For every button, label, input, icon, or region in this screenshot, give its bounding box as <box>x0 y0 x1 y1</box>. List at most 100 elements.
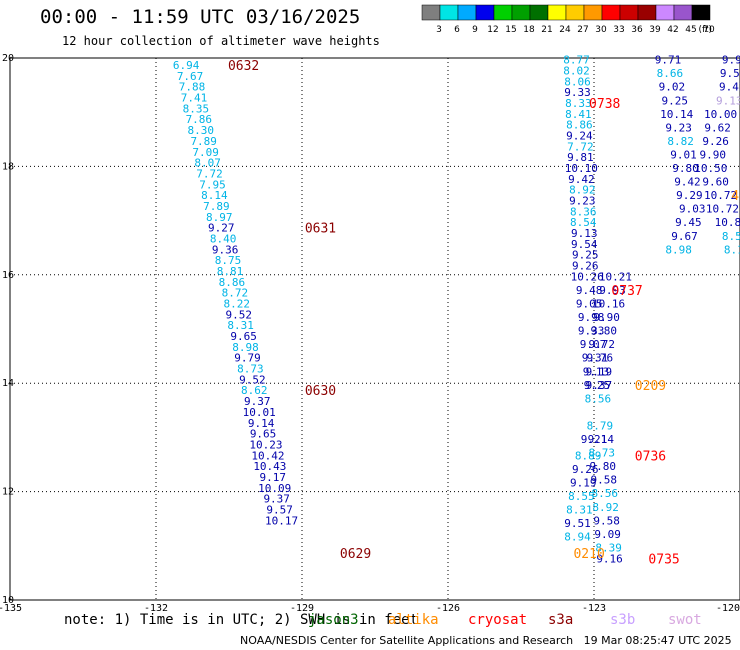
wave-height-value: 8.40 <box>210 232 237 245</box>
wave-height-value: 10.21 <box>599 270 632 283</box>
wave-height-value: 6.94 <box>173 59 200 72</box>
wave-height-value: 8.73 <box>237 363 264 376</box>
pass-time-label: 0737 <box>611 284 642 299</box>
wave-height-value: 8.81 <box>217 265 244 278</box>
wave-height-value: 9.37 <box>263 493 290 506</box>
colorbar-swatch <box>493 4 513 21</box>
wave-height-value: 9.36 <box>212 243 239 256</box>
wave-height-value: 9.65 <box>250 428 277 441</box>
wave-height-value: 9.37 <box>586 379 613 392</box>
wave-height-value: 8.98 <box>232 341 259 354</box>
wave-height-value: 10.17 <box>265 514 298 527</box>
satellite-legend-swot: swot <box>668 612 702 628</box>
wave-height-value: 7.41 <box>181 92 208 105</box>
colorbar-swatch <box>691 4 711 21</box>
wave-height-value: 8.98 <box>665 243 692 256</box>
wave-height-value: 8.72 <box>222 287 249 300</box>
satellite-legend-s3b: s3b <box>610 612 636 628</box>
wave-height-value: 8.56 <box>591 487 618 500</box>
colorbar-unit: (ft) <box>698 25 712 35</box>
colorbar-tick-label: 39 <box>649 25 661 35</box>
chart-title: 00:00 - 11:59 UTC 03/16/2025 <box>40 6 361 28</box>
pass-time-label: 0209 <box>635 379 666 394</box>
wave-height-value: 9.13 <box>583 365 610 378</box>
wave-height-value: 10.16 <box>592 298 625 311</box>
wave-height-value: 8.56 <box>585 392 612 405</box>
colorbar-swatch <box>457 4 477 21</box>
wave-height-value: 9.33 <box>564 86 591 99</box>
wave-height-value: 9.23 <box>569 195 596 208</box>
wave-height-value: 9.71 <box>655 54 682 67</box>
wave-height-value: 10.26 <box>571 270 604 283</box>
wave-height-value: 9.54 <box>571 238 598 251</box>
colorbar-swatch <box>511 4 531 21</box>
colorbar-tick-label: 3 <box>436 25 442 35</box>
colorbar-swatch <box>619 4 639 21</box>
wave-height-value: 9.58 <box>593 514 620 527</box>
colorbar-tick-label: 21 <box>541 25 552 35</box>
wave-height-value: 8.92 <box>592 501 619 514</box>
colorbar-tick-label: 9 <box>472 25 478 35</box>
wave-height-value: 9.58 <box>590 474 617 487</box>
wave-height-value: 8.17 <box>724 243 740 256</box>
wave-height-value: 10.43 <box>253 460 286 473</box>
wave-height-value: 7.89 <box>203 200 230 213</box>
wave-height-value: 9.26 <box>572 260 599 273</box>
wave-height-value: 9.80 <box>590 325 617 338</box>
wave-height-value: 9.19 <box>586 365 613 378</box>
wave-height-value: 8.30 <box>188 124 215 137</box>
colorbar-swatch <box>565 4 585 21</box>
wave-height-value: 9.60 <box>702 176 729 189</box>
wave-height-value: 10.42 <box>251 449 284 462</box>
pass-time-label: 0630 <box>305 384 336 399</box>
colorbar-tick-label: 18 <box>523 25 535 35</box>
x-tick-label: -126 <box>436 603 460 614</box>
wave-height-value: 9.52 <box>720 67 740 80</box>
wave-height-value: 8.02 <box>563 64 590 77</box>
wave-height-value: 8.89 <box>575 449 602 462</box>
colorbar-legend: 3 6 9 12 15 18 21 24 27 30 33 36 39 42 45 70(ft) <box>421 4 715 35</box>
colorbar-swatch <box>421 4 441 21</box>
plot-frame <box>9 57 740 601</box>
wave-height-value: 8.73 <box>589 447 616 460</box>
wave-height-value: 8.92 <box>569 184 596 197</box>
wave-height-value: 7.09 <box>192 146 219 159</box>
footer-credit: NOAA/NESDIS Center for Satellite Applica… <box>240 634 732 647</box>
pass-time-label: 0632 <box>228 59 259 74</box>
wave-height-value: 10.72 <box>706 203 739 216</box>
satellite-legend-cryosat: cryosat <box>468 612 528 628</box>
pass-time-label: 42 <box>731 189 740 204</box>
wave-height-value: 10.50 <box>694 162 727 175</box>
colorbar-tick-label: 15 <box>505 25 516 35</box>
x-tick-label: -135 <box>0 603 22 614</box>
wave-height-value: 9.19 <box>570 476 597 489</box>
wave-height-value: 9.14 <box>588 433 615 446</box>
pass-time-label: 0629 <box>340 547 371 562</box>
note-text: note: 1) Time is in UTC; 2) SWH is in fe… <box>64 612 419 628</box>
wave-height-value: 9.62 <box>704 121 731 134</box>
wave-height-value: 9.03 <box>679 203 706 216</box>
wave-height-value: 9.93 <box>599 284 626 297</box>
x-tick-label: -129 <box>290 603 314 614</box>
wave-height-value: 8.14 <box>201 189 228 202</box>
colorbar-tick-label: 42 <box>667 25 678 35</box>
wave-height-value: 9.65 <box>230 330 257 343</box>
wave-height-value: 9.09 <box>594 528 621 541</box>
pass-time-label: 0738 <box>589 97 620 112</box>
wave-height-value: 7.88 <box>179 81 206 94</box>
wave-height-value: 9.33 <box>578 325 605 338</box>
wave-height-value: 9.05 <box>576 298 603 311</box>
wave-height-value: 9.25 <box>584 379 611 392</box>
wave-height-value: 8.75 <box>215 254 242 267</box>
wave-height-value: 8.06 <box>564 75 591 88</box>
colorbar-tick-label: 24 <box>559 25 571 35</box>
wave-height-value: 9.25 <box>662 94 689 107</box>
pass-time-label: 0210 <box>573 547 604 562</box>
chart-subtitle: 12 hour collection of altimeter wave hei… <box>62 34 380 48</box>
colorbar-tick-label: 45 <box>685 25 696 35</box>
wave-height-value: 9.67 <box>671 230 698 243</box>
wave-height-value: 9.23 <box>665 121 692 134</box>
wave-height-value: 10.00 <box>704 108 737 121</box>
colorbar-tick-label: 33 <box>613 25 624 35</box>
wave-height-value: 8.62 <box>241 384 268 397</box>
